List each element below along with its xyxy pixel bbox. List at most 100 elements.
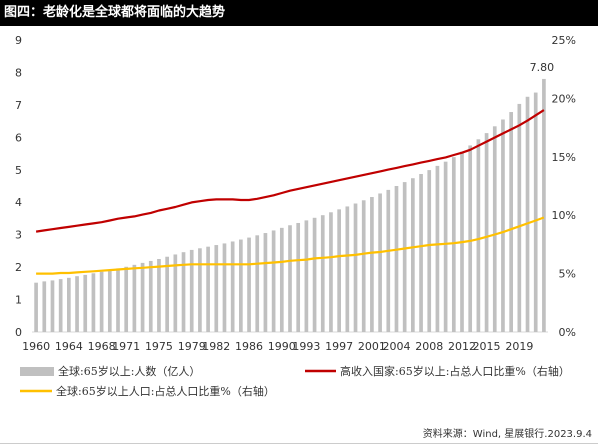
bar (296, 222, 301, 332)
y-left-tick-label: 3 (15, 229, 22, 242)
x-tick-label: 1960 (22, 340, 50, 353)
bar (329, 212, 333, 332)
y-left-tick-label: 7 (15, 99, 22, 112)
legend: 全球:65岁以上:人数（亿人） 高收入国家:65岁以上:占总人口比重%（右轴） 全球… (20, 364, 570, 398)
x-tick-label: 1982 (202, 340, 230, 353)
bar (67, 277, 71, 332)
x-tick-label: 2019 (505, 340, 533, 353)
bar (542, 78, 546, 332)
bar (91, 273, 96, 332)
x-tick-label: 2012 (448, 340, 476, 353)
bar (157, 259, 161, 332)
chart-area: 0 1 2 3 4 5 6 7 8 9 0% 5% 10% 15% 20% 25% 1960 1964 1968… (15, 34, 576, 398)
high-income-line (35, 109, 545, 233)
line-series (35, 109, 545, 275)
legend-label-bars: 全球:65岁以上:人数（亿人） (58, 364, 200, 378)
bar (99, 271, 104, 332)
bar (288, 225, 292, 332)
y-left-tick-label: 8 (15, 66, 22, 79)
y-left-tick-label: 5 (15, 164, 22, 177)
x-tick-label: 1993 (292, 340, 320, 353)
x-tick-label: 1971 (112, 340, 140, 353)
y-right-tick-label: 15% (552, 151, 576, 164)
bar (165, 256, 169, 332)
y-axis-left: 0 1 2 3 4 5 6 7 8 9 (15, 34, 22, 339)
y-right-tick-label: 10% (552, 209, 576, 222)
global-share-line (36, 216, 545, 275)
bar (394, 186, 399, 332)
bar (279, 227, 284, 332)
bar (320, 215, 325, 332)
data-labels: 7.80 (530, 61, 555, 74)
bar (353, 203, 358, 332)
y-axis-right: 0% 5% 10% 15% 20% 25% (552, 34, 576, 339)
x-tick-label: 1964 (55, 340, 83, 353)
bar (345, 206, 350, 332)
y-left-tick-label: 6 (15, 131, 22, 144)
bar (304, 220, 309, 332)
bar (247, 237, 251, 332)
bar (525, 96, 530, 333)
last-value-label: 7.80 (530, 61, 555, 74)
y-left-tick-label: 9 (15, 34, 22, 47)
bar (42, 281, 47, 332)
y-left-tick-label: 2 (15, 261, 22, 274)
x-tick-label: 2015 (473, 340, 501, 353)
bar (378, 193, 382, 332)
bar (173, 254, 178, 332)
bar (501, 119, 505, 332)
bar (189, 249, 194, 332)
legend-swatch-bars (20, 367, 54, 376)
bar (337, 209, 341, 332)
x-tick-label: 2004 (382, 340, 410, 353)
y-right-tick-label: 20% (552, 92, 576, 105)
bar (214, 245, 219, 332)
bar (443, 161, 448, 332)
bar (239, 239, 243, 332)
bar (427, 170, 432, 332)
bar (370, 197, 374, 332)
x-tick-label: 1968 (88, 340, 116, 353)
x-tick-label: 1986 (235, 340, 263, 353)
x-tick-label: 2001 (358, 340, 386, 353)
y-left-tick-label: 0 (15, 326, 22, 339)
bar (140, 262, 145, 332)
bar (517, 103, 522, 332)
bar (402, 182, 407, 332)
y-left-tick-label: 4 (15, 196, 22, 209)
y-right-tick-label: 5% (559, 268, 576, 281)
y-right-tick-label: 0% (559, 326, 576, 339)
bar (451, 157, 456, 332)
bar (206, 246, 210, 332)
bar (83, 274, 88, 332)
y-right-tick-label: 25% (552, 34, 576, 47)
bar (148, 260, 153, 332)
bar (107, 270, 112, 332)
bar-series (34, 78, 546, 333)
bar (198, 248, 202, 332)
bar (312, 217, 317, 332)
x-tick-label: 1990 (268, 340, 296, 353)
bar (255, 235, 260, 332)
y-left-tick-label: 1 (15, 294, 22, 307)
bar (271, 230, 276, 332)
bar (230, 241, 235, 332)
legend-label-global-share: 全球:65岁以上人口:占总人口比重%（右轴） (56, 384, 275, 398)
bar (435, 165, 440, 332)
bar (533, 92, 538, 332)
source-note: 资料来源：Wind, 星展银行.2023.9.4 (422, 429, 592, 440)
bar (411, 178, 415, 332)
bar (50, 280, 55, 332)
bar (476, 139, 481, 332)
bar (263, 233, 268, 332)
bar (419, 173, 423, 332)
bar (468, 145, 473, 332)
bar (492, 126, 497, 333)
bar (361, 200, 366, 332)
x-tick-label: 1975 (145, 340, 173, 353)
x-tick-label: 2008 (415, 340, 443, 353)
bar (75, 276, 79, 332)
x-tick-label: 1979 (178, 340, 206, 353)
bar (181, 252, 186, 332)
bar (132, 264, 137, 332)
